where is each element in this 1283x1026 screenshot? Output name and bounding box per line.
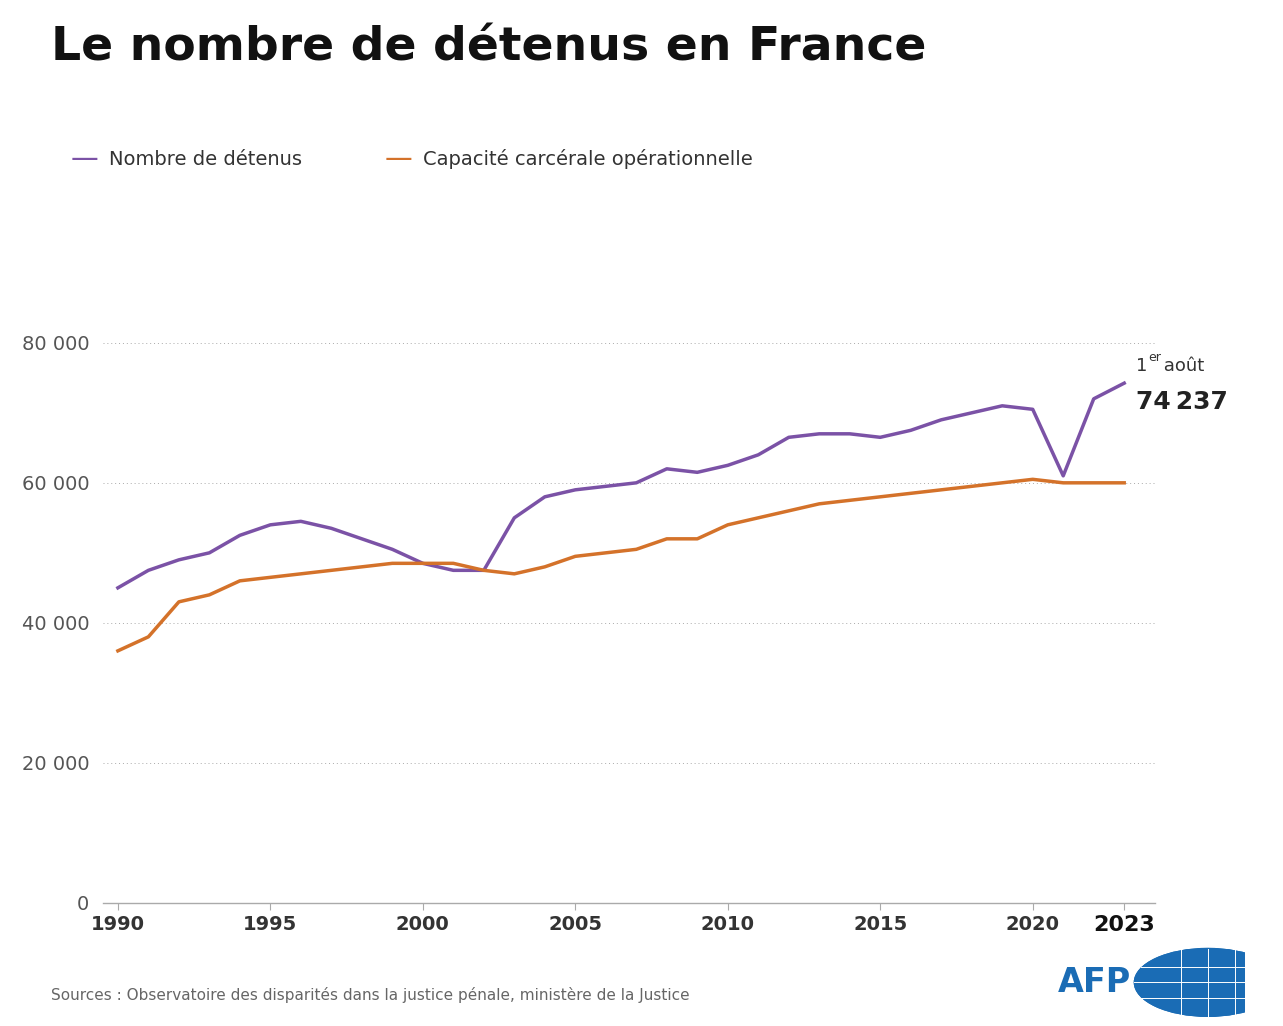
Text: 74 237: 74 237 [1137, 390, 1228, 415]
Text: Capacité carcérale opérationnelle: Capacité carcérale opérationnelle [423, 149, 753, 169]
Text: Sources : Observatoire des disparités dans la justice pénale, ministère de la Ju: Sources : Observatoire des disparités da… [51, 987, 690, 1003]
Text: er: er [1148, 351, 1161, 363]
Text: 1: 1 [1137, 357, 1148, 374]
Text: AFP: AFP [1058, 965, 1132, 999]
Circle shape [1134, 948, 1282, 1016]
Text: août: août [1157, 357, 1203, 374]
Text: —: — [385, 145, 413, 173]
Circle shape [1134, 948, 1282, 1016]
Text: —: — [71, 145, 99, 173]
Text: Nombre de détenus: Nombre de détenus [109, 150, 302, 168]
Text: Le nombre de détenus en France: Le nombre de détenus en France [51, 26, 926, 71]
